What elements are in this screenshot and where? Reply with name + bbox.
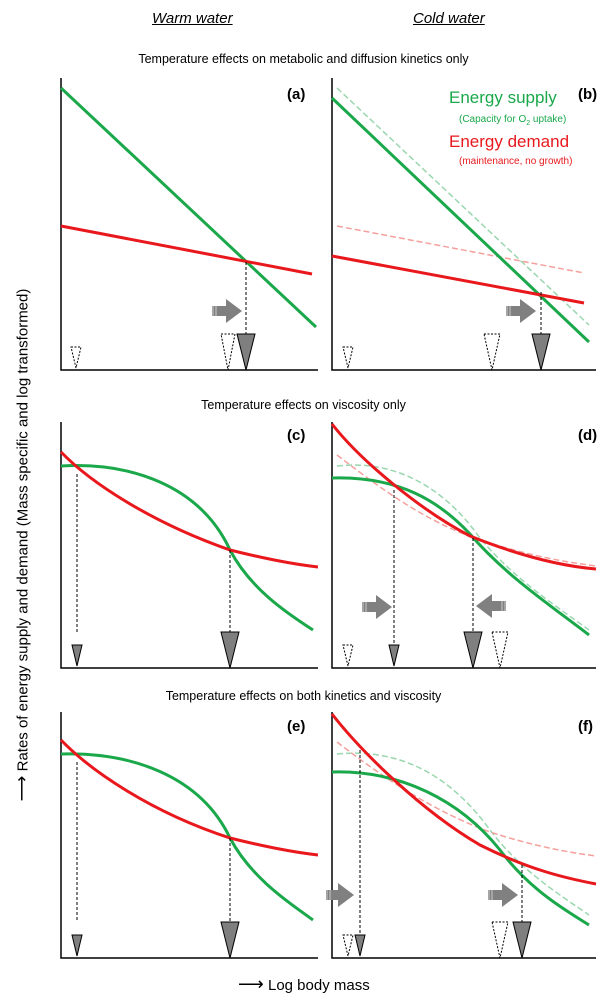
panel-e bbox=[59, 712, 319, 959]
panel-label-c: (c) bbox=[287, 427, 306, 444]
panel-label-a: (a) bbox=[287, 86, 306, 103]
panel-a-big-triangle bbox=[236, 333, 256, 371]
panel-b-big-triangle-ghost bbox=[483, 333, 501, 371]
panel-d-small-triangle bbox=[388, 644, 400, 667]
panel-b-demand-line bbox=[331, 254, 585, 305]
panel-b-supply-line bbox=[330, 96, 591, 344]
legend-demand-subtitle: (maintenance, no growth) bbox=[459, 156, 573, 167]
panel-d-big-triangle bbox=[463, 631, 483, 669]
panel-f-demand-curve bbox=[330, 713, 597, 886]
panel-e-small-triangle bbox=[71, 934, 83, 957]
panel-b-small-triangle-ghost bbox=[342, 346, 354, 369]
panel-d-small-triangle-ghost bbox=[342, 644, 354, 667]
panel-e-big-triangle bbox=[220, 921, 240, 959]
panel-b-shift-arrow bbox=[506, 299, 536, 323]
panel-d-supply-ghost bbox=[336, 464, 590, 631]
x-axis-label-text: Log body mass bbox=[267, 977, 370, 994]
panel-a-big-triangle-ghost bbox=[220, 333, 236, 371]
panel-a bbox=[59, 78, 318, 371]
panel-b-big-triangle bbox=[531, 333, 551, 371]
panel-e-demand-curve bbox=[59, 738, 319, 857]
panel-f-small-triangle-ghost bbox=[342, 934, 354, 957]
panel-d-big-triangle-ghost bbox=[491, 631, 509, 669]
panel-d bbox=[330, 422, 597, 669]
panel-f-supply-curve bbox=[331, 770, 590, 927]
panel-f-demand-ghost bbox=[336, 741, 597, 857]
panel-d-shift-arrow-right bbox=[362, 595, 392, 619]
panel-a-shift-arrow bbox=[212, 299, 242, 323]
panel-c-axes bbox=[60, 422, 318, 669]
panel-c-demand-curve bbox=[59, 450, 319, 569]
panel-label-b: (b) bbox=[578, 86, 598, 103]
legend-supply-subtitle: (Capacity for O2 uptake) bbox=[459, 114, 567, 127]
panel-c-small-triangle bbox=[71, 644, 83, 667]
panel-label-d: (d) bbox=[578, 427, 598, 444]
cold-water-header: Cold water bbox=[413, 10, 485, 27]
panel-f bbox=[326, 712, 597, 959]
panel-label-e: (e) bbox=[287, 718, 306, 735]
panel-f-big-triangle-ghost bbox=[491, 921, 509, 959]
panel-b-supply-ghost bbox=[336, 87, 590, 326]
legend-supply-title: Energy supply bbox=[449, 88, 557, 107]
panel-a-demand-line bbox=[60, 224, 313, 276]
panel-a-supply-line bbox=[59, 86, 318, 329]
panel-f-shift-arrow-left-side bbox=[326, 883, 354, 907]
panel-e-supply-curve bbox=[60, 752, 314, 922]
panel-f-big-triangle bbox=[512, 921, 532, 959]
panel-b-axes bbox=[331, 78, 596, 371]
x-axis-arrow: ⟶ bbox=[238, 974, 264, 994]
panel-f-axes bbox=[331, 712, 596, 959]
section-title-both: Temperature effects on both kinetics and… bbox=[165, 689, 442, 703]
panel-c-big-triangle bbox=[220, 631, 240, 669]
section-title-viscosity: Temperature effects on viscosity only bbox=[201, 398, 406, 412]
panel-d-shift-arrow-left bbox=[476, 594, 506, 618]
legend-demand-title: Energy demand bbox=[449, 132, 570, 151]
panel-b-demand-ghost bbox=[336, 225, 585, 274]
x-axis-label: ⟶ Log body mass bbox=[238, 974, 370, 995]
panel-label-f: (f) bbox=[578, 718, 593, 735]
panel-e-axes bbox=[60, 712, 318, 959]
panel-c bbox=[59, 422, 319, 669]
section-title-kinetics: Temperature effects on metabolic and dif… bbox=[138, 52, 469, 66]
panel-d-axes bbox=[331, 422, 596, 669]
panel-b bbox=[330, 78, 596, 371]
panel-c-supply-curve bbox=[60, 464, 314, 632]
panel-f-supply-ghost bbox=[336, 752, 590, 916]
panel-a-axes bbox=[60, 78, 318, 371]
panel-f-shift-arrow-right-side bbox=[488, 883, 518, 907]
panel-d-demand-curve bbox=[330, 423, 597, 571]
warm-water-header: Warm water bbox=[152, 10, 233, 27]
panel-a-small-triangle-ghost bbox=[70, 346, 82, 369]
panel-f-small-triangle bbox=[354, 934, 366, 957]
panel-d-demand-ghost bbox=[336, 454, 597, 567]
panel-d-supply-curve bbox=[331, 476, 590, 637]
